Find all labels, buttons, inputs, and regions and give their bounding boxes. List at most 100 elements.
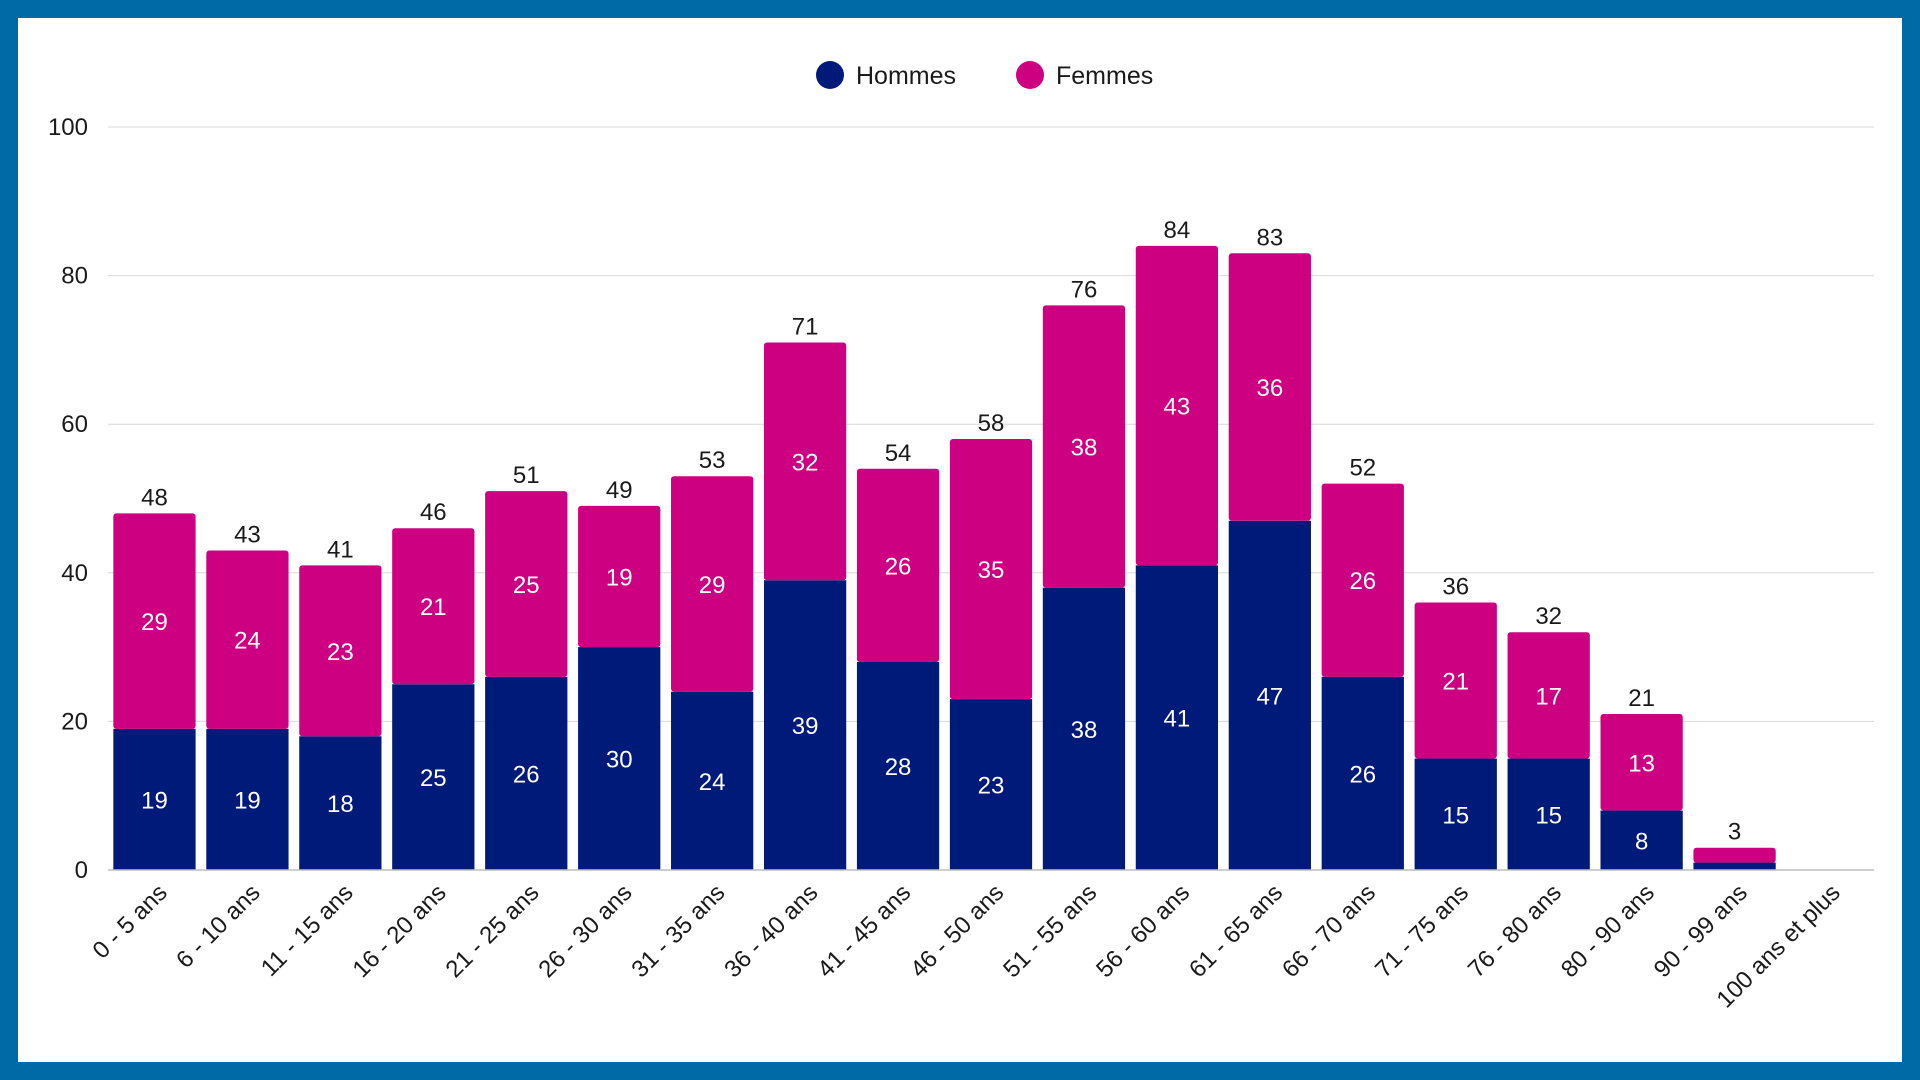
x-tick-label: 66 - 70 ans bbox=[1277, 879, 1381, 983]
bar-femmes bbox=[392, 528, 475, 685]
data-label-femmes: 13 bbox=[1628, 750, 1655, 777]
data-label-femmes: 19 bbox=[606, 565, 633, 592]
total-label: 3 bbox=[1728, 819, 1741, 846]
x-tick-label: 51 - 55 ans bbox=[998, 879, 1102, 983]
bar-hommes bbox=[578, 647, 661, 870]
x-tick-label: 26 - 30 ans bbox=[533, 879, 637, 983]
total-label: 21 bbox=[1628, 685, 1655, 712]
y-tick-label: 100 bbox=[48, 114, 88, 141]
data-label-femmes: 17 bbox=[1535, 683, 1562, 710]
legend-marker-femmes bbox=[1016, 61, 1044, 89]
total-label: 53 bbox=[699, 447, 726, 474]
data-label-femmes: 23 bbox=[327, 639, 354, 666]
data-label-hommes: 19 bbox=[141, 787, 168, 814]
legend-label-femmes: Femmes bbox=[1056, 62, 1153, 90]
data-label-femmes: 29 bbox=[141, 609, 168, 636]
bar-femmes bbox=[671, 476, 754, 692]
data-label-femmes: 24 bbox=[234, 628, 261, 655]
legend-marker-hommes bbox=[816, 61, 844, 89]
data-label-femmes: 21 bbox=[420, 594, 447, 621]
total-label: 58 bbox=[978, 410, 1005, 437]
x-tick-label: 76 - 80 ans bbox=[1463, 879, 1567, 983]
y-tick-label: 80 bbox=[61, 263, 88, 290]
bar-femmes bbox=[1693, 847, 1776, 863]
bar-hommes bbox=[299, 736, 382, 870]
data-label-femmes: 36 bbox=[1256, 375, 1283, 402]
data-label-hommes: 18 bbox=[327, 791, 354, 818]
total-label: 46 bbox=[420, 499, 447, 526]
bar-femmes bbox=[1507, 632, 1590, 759]
bar-femmes bbox=[1135, 245, 1219, 566]
data-label-femmes: 29 bbox=[699, 572, 726, 599]
bar-hommes bbox=[113, 728, 196, 870]
data-label-hommes: 8 bbox=[1635, 828, 1648, 855]
bar-femmes bbox=[1600, 713, 1683, 811]
bar-hommes bbox=[206, 728, 289, 870]
data-label-hommes: 41 bbox=[1164, 706, 1191, 733]
data-label-hommes: 23 bbox=[978, 773, 1005, 800]
bar-femmes bbox=[1042, 305, 1126, 588]
data-label-femmes: 26 bbox=[1349, 568, 1376, 595]
bar-femmes bbox=[1228, 253, 1311, 521]
total-label: 48 bbox=[141, 484, 168, 511]
data-label-hommes: 28 bbox=[885, 754, 912, 781]
bar-femmes bbox=[1414, 602, 1497, 759]
total-label: 41 bbox=[327, 536, 354, 563]
data-label-hommes: 30 bbox=[606, 747, 633, 774]
data-label-femmes: 26 bbox=[885, 553, 912, 580]
data-label-hommes: 26 bbox=[1349, 761, 1376, 788]
bar-hommes bbox=[1135, 565, 1219, 870]
y-tick-label: 60 bbox=[61, 411, 88, 438]
bar-hommes bbox=[1693, 862, 1776, 870]
total-label: 84 bbox=[1164, 217, 1191, 244]
total-label: 76 bbox=[1071, 276, 1098, 303]
bar-hommes bbox=[949, 699, 1033, 870]
data-label-hommes: 19 bbox=[234, 787, 261, 814]
data-label-femmes: 25 bbox=[513, 572, 540, 599]
total-label: 43 bbox=[234, 522, 261, 549]
total-label: 54 bbox=[885, 440, 912, 467]
total-label: 32 bbox=[1535, 603, 1562, 630]
bar-hommes bbox=[1042, 587, 1126, 870]
bar-femmes bbox=[1321, 483, 1404, 677]
data-labels: 19 29 48 19 24 43 18 23 41 25 21 46 26 25 51 30 19 49 24 29… bbox=[141, 217, 1741, 855]
bar-hommes bbox=[1600, 810, 1683, 870]
bar-femmes bbox=[578, 505, 661, 648]
x-tick-label: 21 - 25 ans bbox=[440, 879, 544, 983]
data-label-hommes: 39 bbox=[792, 713, 819, 740]
x-tick-label: 0 - 5 ans bbox=[88, 879, 173, 964]
x-tick-label: 71 - 75 ans bbox=[1370, 879, 1474, 983]
total-label: 49 bbox=[606, 477, 633, 504]
bar-hommes bbox=[392, 684, 475, 870]
bar-hommes bbox=[1414, 758, 1497, 870]
bar-femmes bbox=[485, 491, 568, 677]
total-label: 71 bbox=[792, 313, 819, 340]
data-label-hommes: 38 bbox=[1071, 717, 1098, 744]
bar-hommes bbox=[671, 691, 754, 870]
x-tick-label: 80 - 90 ans bbox=[1556, 879, 1660, 983]
x-tick-label: 16 - 20 ans bbox=[348, 879, 452, 983]
data-label-hommes: 15 bbox=[1442, 802, 1469, 829]
total-label: 83 bbox=[1256, 224, 1283, 251]
data-label-femmes: 43 bbox=[1164, 394, 1191, 421]
y-tick-label: 20 bbox=[61, 708, 88, 735]
bar-femmes bbox=[856, 468, 940, 662]
x-tick-label: 61 - 65 ans bbox=[1184, 879, 1288, 983]
x-tick-label: 46 - 50 ans bbox=[905, 879, 1009, 983]
bar-hommes bbox=[1228, 520, 1311, 870]
x-tick-label: 6 - 10 ans bbox=[171, 879, 266, 974]
data-label-hommes: 24 bbox=[699, 769, 726, 796]
bar-femmes bbox=[206, 550, 289, 729]
bar-hommes bbox=[485, 676, 568, 870]
data-label-femmes: 35 bbox=[978, 557, 1005, 584]
data-label-hommes: 47 bbox=[1256, 683, 1283, 710]
bar-femmes bbox=[949, 439, 1033, 700]
bar-hommes bbox=[1321, 676, 1404, 870]
legend-label-hommes: Hommes bbox=[856, 62, 956, 90]
data-label-hommes: 15 bbox=[1535, 802, 1562, 829]
total-label: 51 bbox=[513, 462, 540, 489]
bar-femmes bbox=[113, 513, 196, 729]
x-tick-label: 56 - 60 ans bbox=[1091, 879, 1195, 983]
bar-femmes bbox=[299, 565, 382, 737]
